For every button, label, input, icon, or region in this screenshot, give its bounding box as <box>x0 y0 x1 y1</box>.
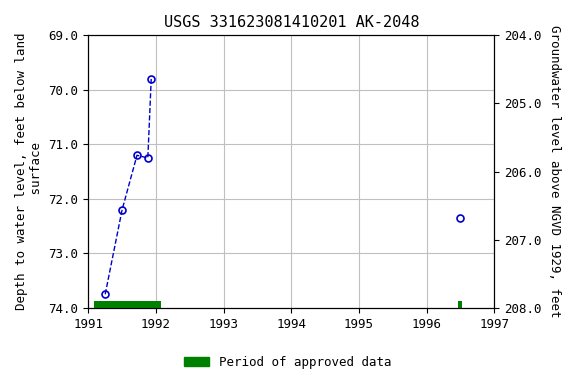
Legend: Period of approved data: Period of approved data <box>179 351 397 374</box>
Y-axis label: Groundwater level above NGVD 1929, feet: Groundwater level above NGVD 1929, feet <box>548 25 561 318</box>
Title: USGS 331623081410201 AK-2048: USGS 331623081410201 AK-2048 <box>164 15 419 30</box>
Bar <box>94 301 161 308</box>
Y-axis label: Depth to water level, feet below land
 surface: Depth to water level, feet below land su… <box>15 33 43 310</box>
Bar <box>458 301 462 308</box>
